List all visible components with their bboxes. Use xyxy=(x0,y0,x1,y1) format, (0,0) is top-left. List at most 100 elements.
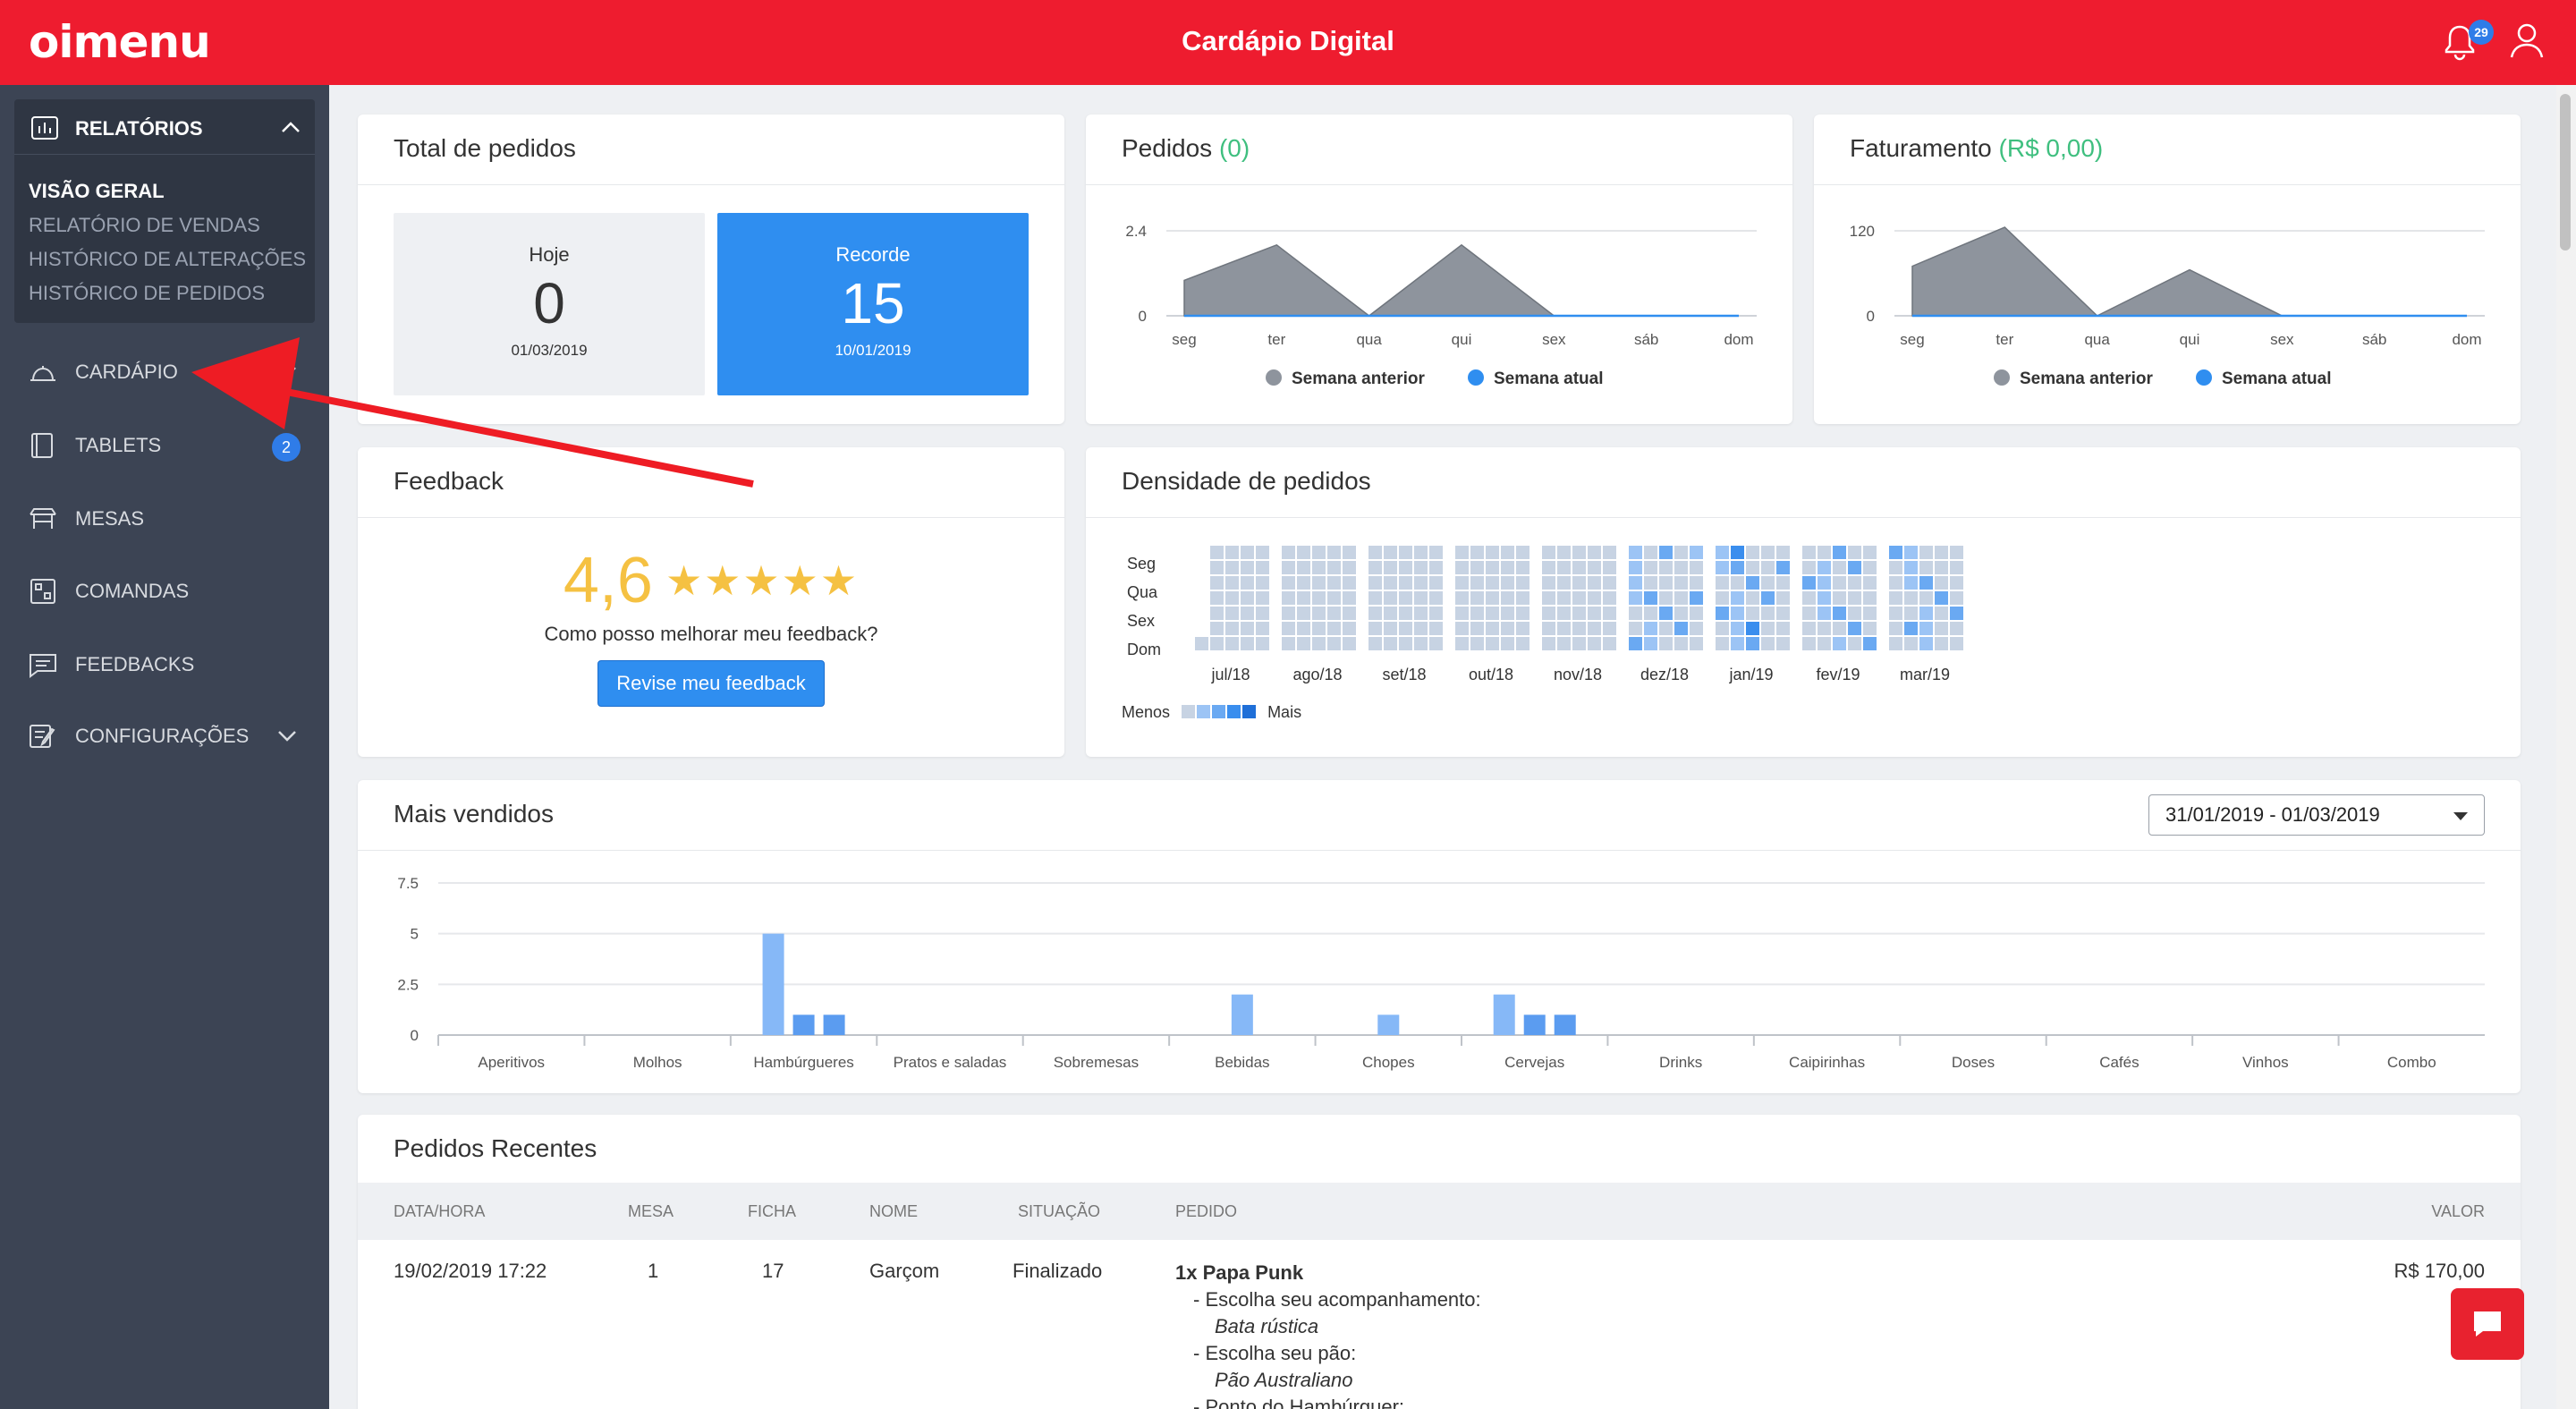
heatmap-cell xyxy=(1542,561,1555,574)
y-tick-label: 0 xyxy=(1139,308,1147,325)
heatmap-cell xyxy=(1690,607,1703,620)
heatmap-cell xyxy=(1312,607,1326,620)
heatmap-cell xyxy=(1486,607,1499,620)
x-tick-label: qui xyxy=(1452,331,1472,348)
sidebar-item-relatorio-vendas[interactable]: RELATÓRIO DE VENDAS xyxy=(29,214,260,236)
heatmap-cell xyxy=(1282,546,1295,559)
oimenu-logo[interactable]: oimenu xyxy=(29,16,211,68)
heatmap-cell xyxy=(1241,546,1254,559)
heatmap-cell xyxy=(1399,561,1412,574)
sidebar-item-configuracoes[interactable]: CONFIGURAÇÕES xyxy=(0,709,329,762)
heatmap-cell xyxy=(1210,607,1224,620)
heatmap-cell xyxy=(1889,561,1902,574)
x-tick-label: qui xyxy=(2180,331,2200,348)
table-icon xyxy=(30,508,56,529)
heatmap-cell xyxy=(1818,637,1831,650)
bell-icon[interactable] xyxy=(2442,21,2478,61)
heatmap-cell xyxy=(1297,607,1310,620)
sidebar-item-tablets[interactable]: TABLETS 2 xyxy=(0,418,329,471)
heatmap-cell xyxy=(1210,622,1224,635)
heatmap-cell xyxy=(1557,591,1571,605)
heatmap-cell xyxy=(1455,607,1469,620)
legend-swatch xyxy=(2196,369,2212,386)
heatmap-cell xyxy=(1935,622,1948,635)
sidebar-item-historico-pedidos[interactable]: HISTÓRICO DE PEDIDOS xyxy=(29,282,266,304)
heatmap-cell xyxy=(1542,546,1555,559)
sidebar-item-historico-alteracoes[interactable]: HISTÓRICO DE ALTERAÇÕES xyxy=(29,248,307,270)
chevron-down-icon[interactable] xyxy=(277,366,297,378)
sidebar-item-comandas[interactable]: COMANDAS xyxy=(0,564,329,617)
heatmap-cell xyxy=(1312,546,1326,559)
total-pedidos-card: Total de pedidos Hoje 0 01/03/2019 Recor… xyxy=(358,115,1064,424)
heatmap-cell xyxy=(1629,561,1642,574)
heatmap-cell xyxy=(1516,546,1530,559)
sidebar-item-mesas[interactable]: MESAS xyxy=(0,491,329,545)
series-area-semana-anterior xyxy=(1911,226,2467,317)
heatmap-cell xyxy=(1776,576,1790,590)
heatmap-cell xyxy=(1572,607,1586,620)
chevron-up-icon[interactable] xyxy=(281,121,301,133)
heatmap-cell xyxy=(1802,561,1816,574)
scrollbar[interactable] xyxy=(2556,85,2576,1409)
order-line: Pão Australiano xyxy=(1215,1369,1353,1391)
legend-swatch xyxy=(1468,369,1484,386)
sidebar-item-cardapio[interactable]: CARDÁPIO xyxy=(0,344,329,398)
heatmap-cell xyxy=(1343,637,1356,650)
chevron-down-icon[interactable] xyxy=(277,730,297,743)
top-bar: oimenu Cardápio Digital 29 xyxy=(0,0,2576,85)
heatmap-cell xyxy=(1731,561,1744,574)
heatmap-cell xyxy=(1297,591,1310,605)
bar-chart-icon xyxy=(31,116,58,140)
heatmap-cell xyxy=(1659,576,1673,590)
heatmap-cell xyxy=(1327,591,1341,605)
y-tick-label: 2.5 xyxy=(397,976,419,993)
heatmap-cell xyxy=(1557,637,1571,650)
date-range-select[interactable]: 31/01/2019 - 01/03/2019 xyxy=(2148,794,2485,836)
bar-cervejas xyxy=(1523,1014,1546,1035)
y-tick-label: 0 xyxy=(1867,308,1875,325)
x-tick-label: Pratos e saladas xyxy=(894,1054,1007,1071)
heatmap-cell xyxy=(1629,607,1642,620)
heatmap-cell xyxy=(1833,637,1846,650)
heatmap-cell xyxy=(1776,622,1790,635)
heatmap-cell xyxy=(1516,591,1530,605)
chat-icon xyxy=(30,654,56,678)
heatmap-cell xyxy=(1225,591,1239,605)
day-label: Dom xyxy=(1127,641,1162,658)
card-title: Total de pedidos xyxy=(394,134,576,162)
scrollbar-thumb[interactable] xyxy=(2560,94,2571,250)
pedidos-card: Pedidos (0) 2.4 0 seg ter qua qui sex sáb dom Sem… xyxy=(1086,115,1792,424)
heatmap-cell xyxy=(1889,607,1902,620)
user-icon[interactable] xyxy=(2506,20,2547,61)
chat-icon xyxy=(2474,1311,2501,1337)
faturamento-area-chart: 120 0 seg ter qua qui sex sáb dom Semana anterior… xyxy=(1850,223,2485,388)
heatmap-cell xyxy=(1950,576,1963,590)
chat-button[interactable] xyxy=(2451,1288,2524,1360)
heatmap-cell xyxy=(1384,622,1397,635)
heatmap-cell xyxy=(1863,576,1877,590)
heatmap-cell xyxy=(1327,576,1341,590)
x-tick-label: Doses xyxy=(1952,1054,1995,1071)
heatmap-cell xyxy=(1516,637,1530,650)
heatmap-cell xyxy=(1282,607,1295,620)
heatmap-cell xyxy=(1889,637,1902,650)
heatmap-cell xyxy=(1368,607,1382,620)
x-tick-label: Cervejas xyxy=(1504,1054,1564,1071)
sidebar-item-feedbacks[interactable]: FEEDBACKS xyxy=(0,637,329,691)
heatmap-cell xyxy=(1731,637,1744,650)
heatmap-cell xyxy=(1644,622,1657,635)
review-feedback-button[interactable]: Revise meu feedback xyxy=(597,660,825,707)
card-title: Mais vendidos xyxy=(394,800,554,828)
heatmap-cell xyxy=(1674,561,1688,574)
heatmap-cell xyxy=(1470,591,1484,605)
heatmap-cell xyxy=(1368,591,1382,605)
legend-more: Mais xyxy=(1267,703,1302,721)
faturamento-value: (R$ 0,00) xyxy=(1998,134,2104,162)
heatmap-cell xyxy=(1455,576,1469,590)
heatmap-cell xyxy=(1312,591,1326,605)
heatmap-cell xyxy=(1501,576,1514,590)
sidebar-item-visao-geral[interactable]: VISÃO GERAL xyxy=(29,180,165,202)
reports-header[interactable]: RELATÓRIOS xyxy=(14,99,315,155)
heatmap-cell xyxy=(1557,561,1571,574)
heatmap-cell xyxy=(1848,591,1861,605)
